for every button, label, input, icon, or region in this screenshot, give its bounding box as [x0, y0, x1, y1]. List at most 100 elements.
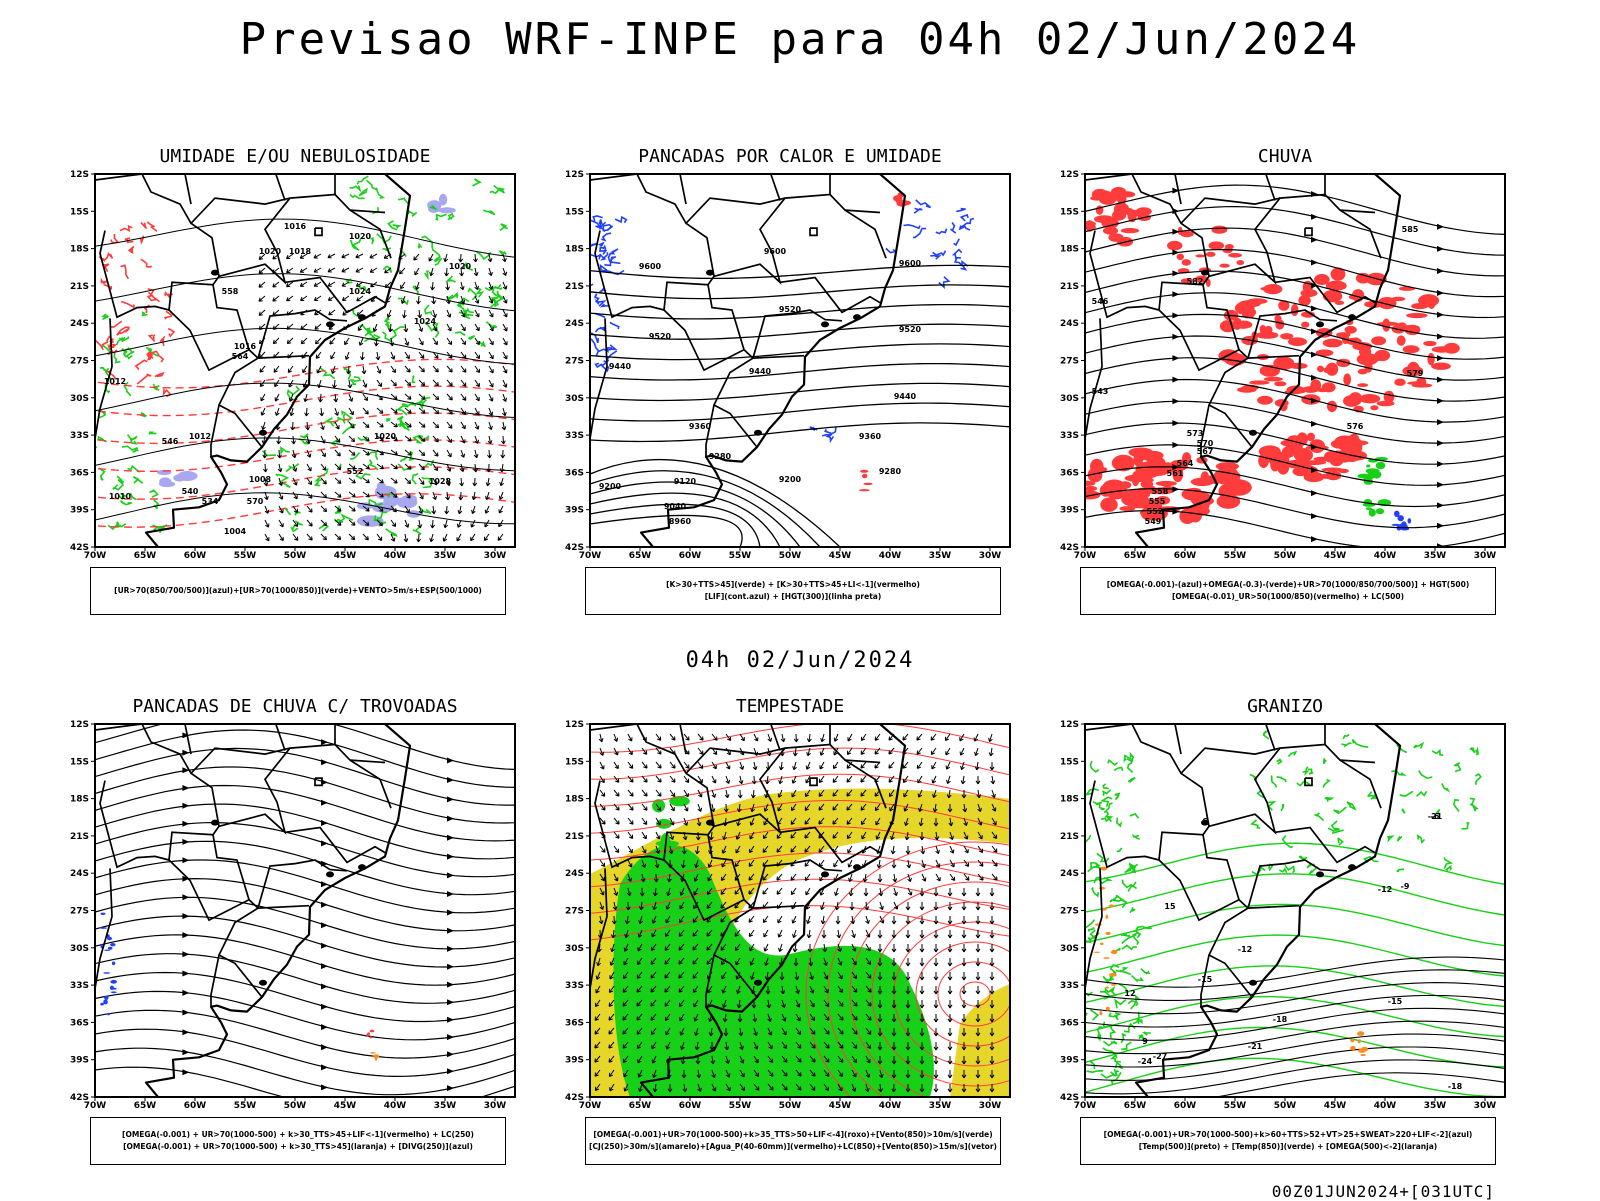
wind-vector: [278, 477, 283, 486]
contour-label: 579: [1407, 369, 1424, 378]
humidity-contour-green: [113, 352, 121, 364]
humidity-contour-green: [349, 193, 365, 200]
wind-vector: [919, 1000, 925, 1009]
wind-vector: [274, 393, 280, 402]
rain-area-red: [1155, 480, 1177, 487]
streamline-arrow: [447, 1034, 454, 1041]
wind-vector: [258, 323, 266, 330]
lat-label: 24S: [1060, 319, 1079, 329]
temp850-contour-green: [1102, 975, 1115, 982]
wind-vector: [259, 351, 266, 359]
contour-label: 9120: [674, 477, 697, 486]
humidity-contour-green: [349, 379, 356, 385]
humidity-contour-green: [119, 500, 132, 506]
humidity-contour-green: [345, 278, 353, 284]
contour-label: 1024: [414, 317, 437, 326]
lon-label: 45W: [1324, 1101, 1347, 1111]
wind-vector: [930, 747, 937, 756]
wind-vector: [622, 985, 629, 993]
wind-vector: [819, 747, 825, 756]
wind-vector: [832, 831, 839, 839]
wind-vector: [446, 449, 452, 458]
wind-vector: [739, 1083, 746, 1091]
contour-label: -15: [1198, 975, 1213, 984]
wind-vector: [851, 985, 858, 993]
wind-vector: [638, 915, 643, 925]
wind-vector: [692, 915, 699, 923]
wind-vector: [488, 323, 494, 332]
rain-area-red: [1427, 298, 1436, 309]
wind-vector: [720, 915, 727, 923]
wind-vector: [832, 817, 839, 825]
streamline: [95, 990, 515, 1041]
wind-vector: [390, 379, 397, 387]
wind-vector: [708, 831, 714, 841]
wind-vector: [652, 1083, 658, 1093]
rain-area-red: [1319, 473, 1338, 480]
wind-vector: [683, 761, 690, 769]
omega-area-blue: [1397, 515, 1404, 522]
streamline: [95, 466, 515, 500]
omega-area-orange: [1103, 957, 1110, 959]
temp850-contour-green: [1138, 1034, 1145, 1040]
wind-vector: [341, 295, 350, 301]
streamline-arrow: [321, 1064, 328, 1071]
humidity-contour-green: [366, 330, 381, 341]
border-line: [184, 174, 192, 205]
streamline-arrow: [447, 945, 454, 952]
humidity-contour-green: [431, 245, 441, 262]
wind-vector: [804, 873, 811, 882]
wind-vector: [931, 761, 937, 770]
wind-vector: [865, 1041, 871, 1050]
wind-vector: [679, 1027, 685, 1036]
humidity-contour-green: [283, 507, 292, 516]
panel-umidade: UMIDADE E/OU NEBULOSIDADE 1016 1020 1018 10…: [60, 146, 530, 646]
wind-vector: [865, 1055, 871, 1064]
wind-vector: [947, 930, 953, 939]
wind-vector: [697, 1083, 702, 1092]
wind-vector: [431, 505, 437, 515]
wind-vector: [975, 1056, 981, 1065]
wind-vector: [932, 803, 938, 813]
contour-label: 9360: [859, 432, 882, 441]
temp850-contour-green: [1102, 783, 1109, 790]
wind-vector: [327, 295, 336, 301]
temp850-contour-green: [1086, 1069, 1104, 1074]
border-line: [1174, 174, 1182, 205]
wind-vector: [738, 775, 744, 785]
lon-label: 40W: [1374, 551, 1397, 561]
temp850-contour-green: [1351, 738, 1369, 748]
streamline: [95, 821, 515, 878]
wind-vector: [299, 267, 308, 273]
streamline-arrow: [182, 767, 190, 774]
lat-label: 39S: [1060, 1056, 1079, 1066]
humidity-contour-green: [145, 346, 159, 357]
wind-vector: [781, 1041, 788, 1049]
streamline-arrow: [1172, 464, 1180, 471]
wind-vector: [636, 1041, 643, 1050]
wind-vector: [599, 859, 606, 867]
humidity-contour-green: [417, 242, 423, 249]
wind-vector: [989, 1000, 995, 1009]
streamline-arrow: [447, 1051, 454, 1058]
wind-vector: [372, 323, 378, 332]
border-line: [1208, 743, 1382, 835]
humidity-contour-green: [412, 285, 419, 296]
wind-vector: [694, 1027, 699, 1036]
wind-vector: [919, 1042, 925, 1051]
wind-vector: [636, 971, 643, 979]
border-line: [218, 743, 392, 835]
wind-vector: [362, 505, 370, 512]
humidity-contour-green: [313, 479, 321, 487]
wind-vector: [346, 365, 351, 375]
lif-contour-blue: [950, 222, 957, 234]
legend-line-1: [K>30+TTS>45](verde) + [K>30+TTS>45+LI<-…: [666, 580, 920, 589]
temp850-contour-green: [1270, 775, 1278, 788]
border-line: [1304, 777, 1313, 787]
wind-vector: [944, 733, 951, 742]
rain-area-red: [1402, 345, 1420, 354]
humidity-contour-green: [374, 511, 388, 521]
wind-vector: [502, 351, 508, 360]
wind-vector: [711, 733, 718, 741]
